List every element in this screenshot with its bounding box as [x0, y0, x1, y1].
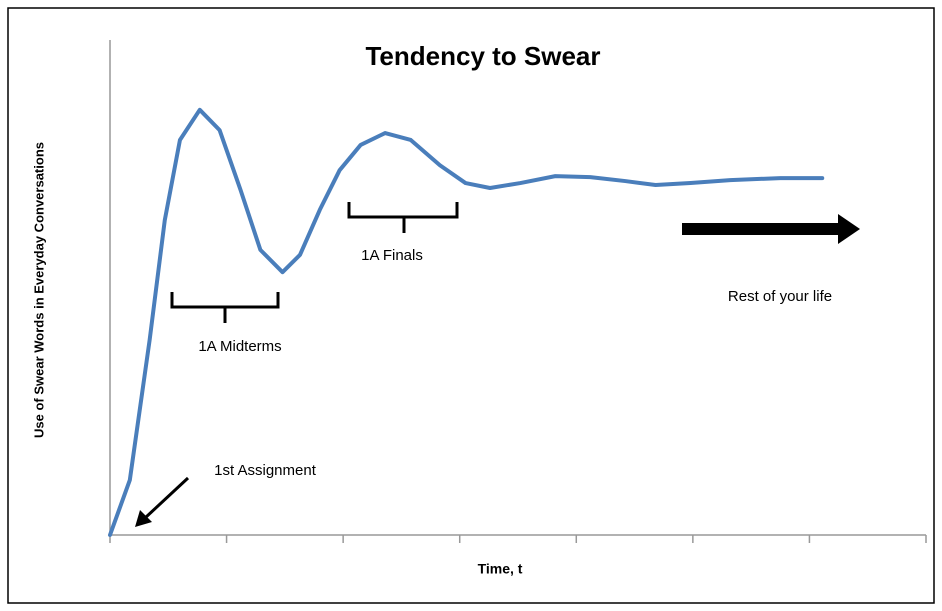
annotation: 1st Assignment [214, 462, 317, 479]
x-axis-label: Time, t [478, 561, 523, 577]
line-series [108, 107, 825, 537]
y-axis-label: Use of Swear Words in Everyday Conversat… [31, 142, 46, 438]
midterms-bracket [170, 292, 280, 323]
chart-title: Tendency to Swear [365, 41, 600, 71]
annotation: Rest of your life [728, 288, 832, 305]
life-arrow [682, 214, 860, 244]
frame [7, 7, 935, 604]
assignment-arrow [135, 476, 190, 527]
finals-bracket [347, 202, 459, 233]
annotation: 1A Midterms [198, 338, 281, 355]
annotation: 1A Finals [361, 247, 423, 264]
